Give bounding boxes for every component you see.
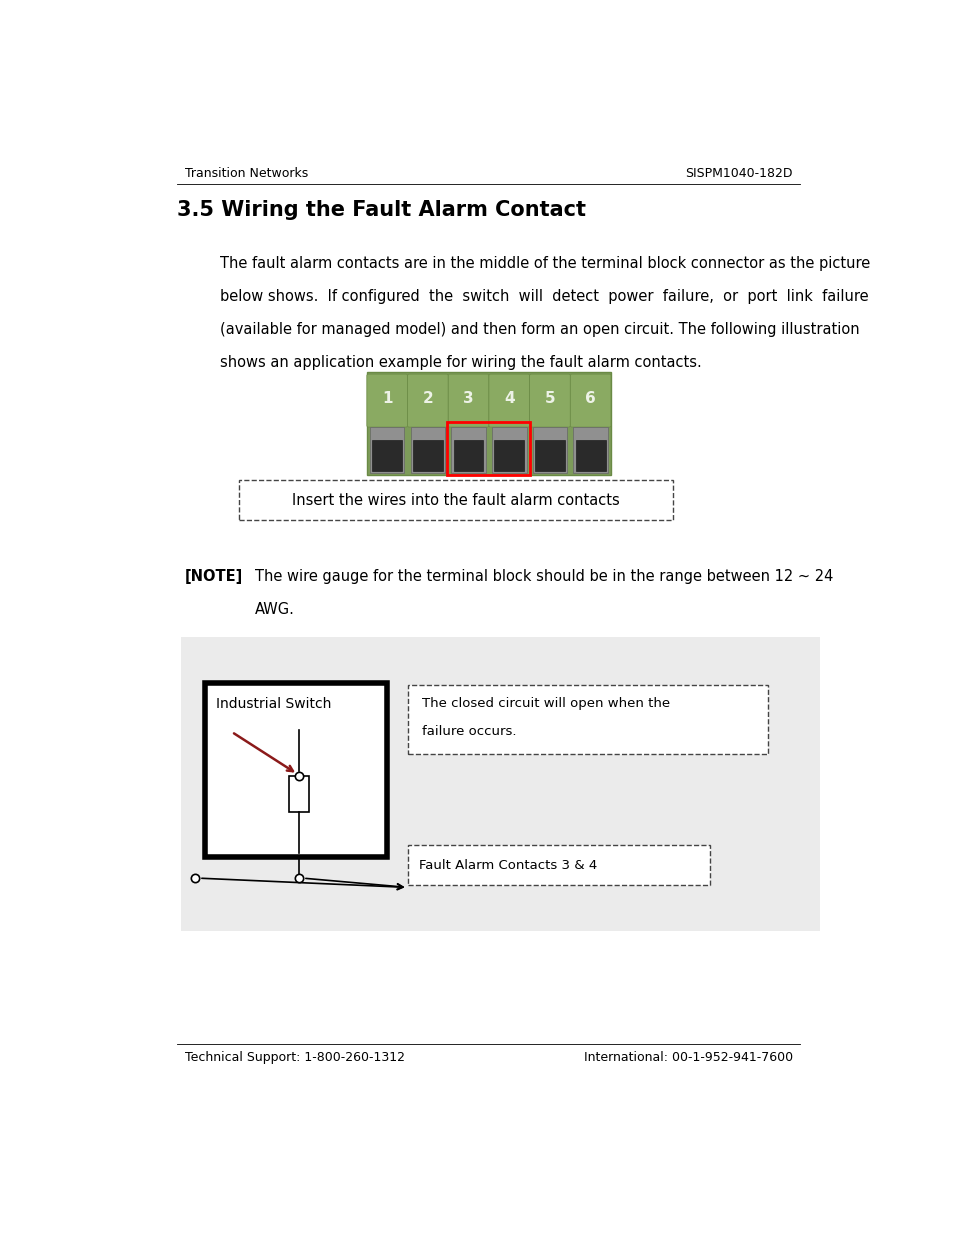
FancyBboxPatch shape (367, 374, 407, 427)
FancyBboxPatch shape (494, 440, 523, 471)
FancyBboxPatch shape (372, 440, 402, 471)
FancyBboxPatch shape (181, 637, 819, 931)
FancyBboxPatch shape (407, 374, 448, 427)
Text: The closed circuit will open when the: The closed circuit will open when the (421, 698, 669, 710)
FancyBboxPatch shape (204, 683, 386, 857)
FancyBboxPatch shape (529, 374, 570, 427)
FancyBboxPatch shape (535, 440, 564, 471)
Text: (available for managed model) and then form an open circuit. The following illus: (available for managed model) and then f… (220, 322, 859, 337)
FancyBboxPatch shape (407, 845, 709, 885)
FancyBboxPatch shape (573, 427, 607, 473)
Text: Insert the wires into the fault alarm contacts: Insert the wires into the fault alarm co… (293, 493, 619, 508)
FancyBboxPatch shape (492, 427, 526, 473)
Text: International: 00-1-952-941-7600: International: 00-1-952-941-7600 (583, 1051, 792, 1065)
Text: 3: 3 (463, 390, 474, 405)
FancyBboxPatch shape (413, 440, 442, 471)
Text: Transition Networks: Transition Networks (185, 168, 308, 180)
Text: shows an application example for wiring the fault alarm contacts.: shows an application example for wiring … (220, 356, 701, 370)
Text: The fault alarm contacts are in the middle of the terminal block connector as th: The fault alarm contacts are in the midd… (220, 256, 869, 270)
FancyBboxPatch shape (532, 427, 567, 473)
Text: 3.5 Wiring the Fault Alarm Contact: 3.5 Wiring the Fault Alarm Contact (177, 200, 586, 220)
FancyBboxPatch shape (370, 427, 404, 473)
Text: [NOTE]: [NOTE] (185, 569, 243, 584)
Text: Technical Support: 1-800-260-1312: Technical Support: 1-800-260-1312 (185, 1051, 405, 1065)
FancyBboxPatch shape (239, 480, 673, 520)
Text: Industrial Switch: Industrial Switch (216, 698, 331, 711)
FancyBboxPatch shape (451, 427, 485, 473)
Text: 2: 2 (422, 390, 433, 405)
FancyBboxPatch shape (575, 440, 605, 471)
FancyBboxPatch shape (570, 374, 610, 427)
FancyBboxPatch shape (448, 374, 488, 427)
Bar (289, 776, 309, 811)
Text: 5: 5 (544, 390, 555, 405)
Text: 4: 4 (503, 390, 514, 405)
FancyBboxPatch shape (410, 427, 445, 473)
FancyBboxPatch shape (367, 372, 610, 475)
Text: failure occurs.: failure occurs. (421, 725, 516, 739)
FancyBboxPatch shape (454, 440, 483, 471)
Text: AWG.: AWG. (254, 601, 294, 616)
Text: 6: 6 (584, 390, 596, 405)
Text: SISPM1040-182D: SISPM1040-182D (684, 168, 792, 180)
FancyBboxPatch shape (488, 374, 529, 427)
FancyBboxPatch shape (407, 685, 767, 755)
Text: 1: 1 (381, 390, 392, 405)
Text: below shows.  If configured  the  switch  will  detect  power  failure,  or  por: below shows. If configured the switch wi… (220, 289, 868, 304)
Text: The wire gauge for the terminal block should be in the range between 12 ~ 24: The wire gauge for the terminal block sh… (254, 569, 832, 584)
Text: Fault Alarm Contacts 3 & 4: Fault Alarm Contacts 3 & 4 (418, 858, 597, 872)
